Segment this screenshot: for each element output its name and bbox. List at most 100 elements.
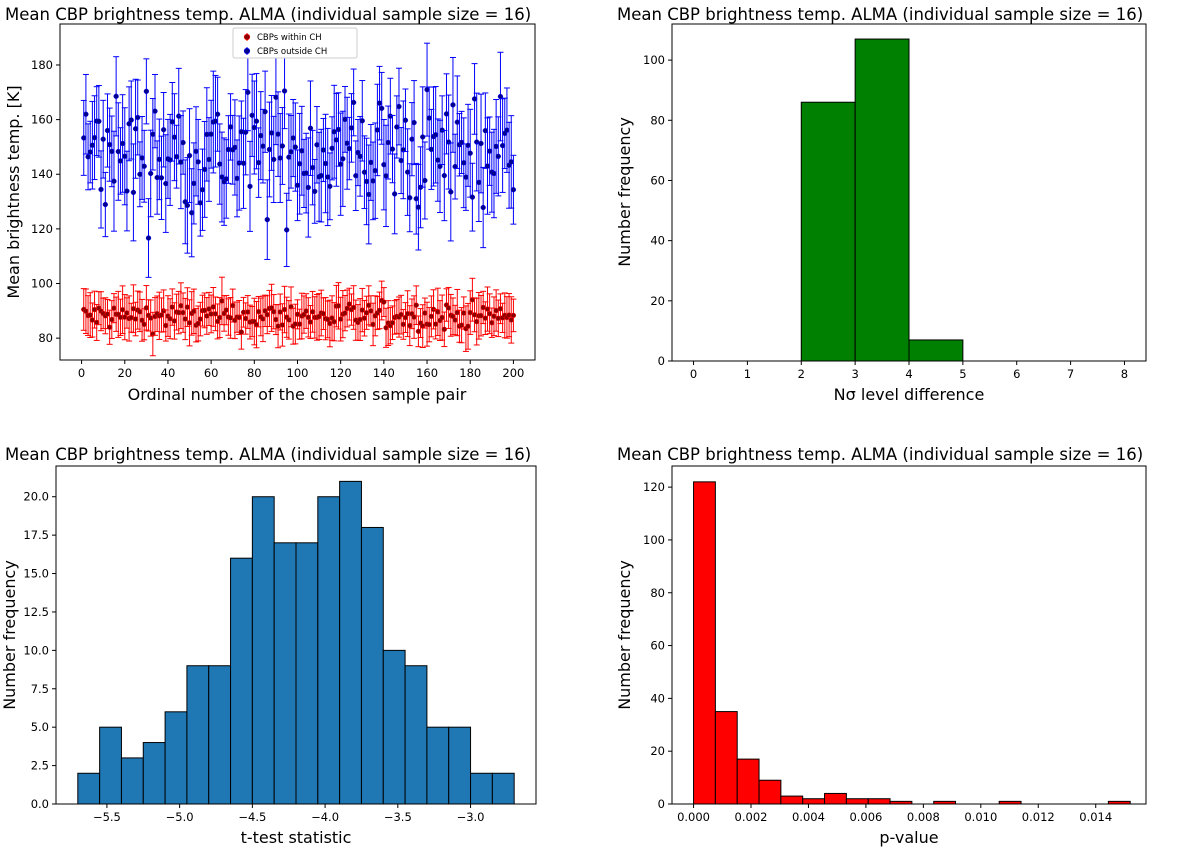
y-tick-label: 20.0: [23, 490, 49, 504]
x-tick-label: 3: [851, 367, 858, 381]
data-point: [152, 108, 158, 114]
histogram-bar: [908, 339, 964, 362]
y-tick-label: 80: [650, 113, 665, 127]
histogram-bar: [470, 772, 493, 805]
p3-frame: [55, 465, 537, 805]
data-point: [145, 235, 152, 241]
x-tick-label: 0.010: [964, 810, 997, 824]
histogram-bar: [164, 711, 188, 805]
x-tick-label: −4.5: [238, 810, 266, 824]
y-tick-label: 100: [643, 533, 665, 547]
data-point: [130, 189, 137, 196]
p3-title: Mean CBP brightness temp. ALMA (individu…: [5, 445, 531, 464]
data-point: [158, 175, 165, 181]
y-tick-label: 100: [31, 277, 53, 291]
x-tick-label: 0.014: [1079, 810, 1112, 824]
y-tick-label: 120: [643, 480, 665, 494]
y-tick-label: 15.0: [23, 567, 49, 581]
data-point: [450, 102, 456, 108]
panel-scatter: 0 20 40 60 80 100 120 140 160 180 200 80 100 120 140 16…: [31, 42, 524, 380]
y-tick-label: 12.5: [23, 605, 49, 619]
data-point: [83, 111, 89, 117]
x-tick-label: 200: [502, 366, 524, 380]
histogram-bar: [230, 557, 253, 805]
data-point: [184, 202, 191, 209]
y-tick-label: 0: [658, 797, 665, 811]
y-tick-label: 160: [31, 113, 53, 127]
data-point: [111, 178, 117, 184]
histogram-bar: [867, 798, 891, 805]
data-point: [389, 146, 396, 152]
data-point: [413, 302, 419, 308]
data-point: [214, 111, 221, 117]
p1-title: Mean CBP brightness temp. ALMA (individu…: [5, 5, 531, 24]
histogram-bar: [404, 665, 428, 805]
p2-xlabel: Nσ level difference: [834, 385, 985, 404]
panel-pvalue-histogram: 0.000 0.002 0.004 0.006 0.008 0.010 0.012 0.014…: [643, 480, 1131, 824]
data-point: [135, 114, 141, 121]
y-tick-label: 60: [650, 173, 665, 187]
x-tick-label: −5.5: [93, 810, 121, 824]
data-point: [281, 88, 288, 94]
x-tick-label: 7: [1067, 367, 1074, 381]
data-point: [495, 153, 501, 159]
x-tick-label: 160: [416, 366, 438, 380]
data-point: [396, 103, 402, 110]
y-tick-label: 120: [31, 222, 53, 236]
y-tick-label: 40: [650, 691, 665, 705]
p3-xlabel: t-test statistic: [241, 828, 352, 847]
y-tick-label: 40: [650, 234, 665, 248]
data-point: [480, 204, 486, 211]
data-point: [271, 156, 277, 163]
x-tick-label: −3.5: [384, 810, 412, 824]
data-point: [441, 172, 447, 179]
data-point: [448, 189, 454, 195]
x-tick-label: 0.000: [677, 810, 710, 824]
histogram-bar: [426, 726, 450, 805]
y-tick-label: 0.0: [31, 797, 49, 811]
y-tick-label: 0: [658, 354, 665, 368]
data-point: [510, 187, 517, 193]
p2-ylabel: Number frequency: [615, 117, 634, 267]
x-tick-label: 180: [459, 366, 481, 380]
x-tick-label: 140: [373, 366, 395, 380]
p4-xlabel: p-value: [879, 828, 938, 847]
data-point: [467, 150, 473, 156]
histogram-bar: [714, 711, 738, 805]
histogram-bar: [339, 480, 362, 805]
p1-ylabel: Mean brightness temp. [K]: [4, 85, 23, 298]
data-point: [160, 127, 167, 133]
p1-frame: [59, 23, 536, 361]
y-tick-label: 100: [643, 53, 665, 67]
x-tick-label: 8: [1121, 367, 1128, 381]
histogram-bar: [273, 542, 297, 805]
data-point: [411, 119, 417, 126]
histogram-bar: [780, 795, 804, 805]
data-point: [113, 93, 119, 99]
data-point: [245, 89, 251, 95]
x-tick-label: 0.006: [849, 810, 882, 824]
data-point: [195, 159, 201, 165]
data-point: [422, 177, 428, 184]
data-point: [96, 118, 102, 124]
y-tick-label: 10.0: [23, 643, 49, 657]
legend-within-label: CBPs within CH: [257, 33, 322, 43]
data-point: [279, 143, 286, 149]
p1-legend: CBPs within CH CBPs outside CH: [232, 27, 358, 59]
x-tick-label: 0: [78, 366, 85, 380]
data-point: [350, 99, 357, 106]
y-tick-label: 7.5: [31, 682, 49, 696]
y-tick-label: 17.5: [23, 528, 49, 542]
p2-title: Mean CBP brightness temp. ALMA (individu…: [617, 5, 1143, 24]
p4-title: Mean CBP brightness temp. ALMA (individu…: [617, 445, 1143, 464]
y-tick-label: 5.0: [31, 720, 49, 734]
y-tick-label: 140: [31, 167, 53, 181]
histogram-bar: [736, 758, 760, 805]
p3-ylabel: Number frequency: [0, 560, 19, 710]
histogram-bar: [142, 742, 166, 805]
data-point: [143, 88, 150, 94]
x-tick-label: 0: [690, 367, 697, 381]
legend-outside-marker: [243, 47, 251, 55]
histogram-bar: [800, 101, 856, 362]
